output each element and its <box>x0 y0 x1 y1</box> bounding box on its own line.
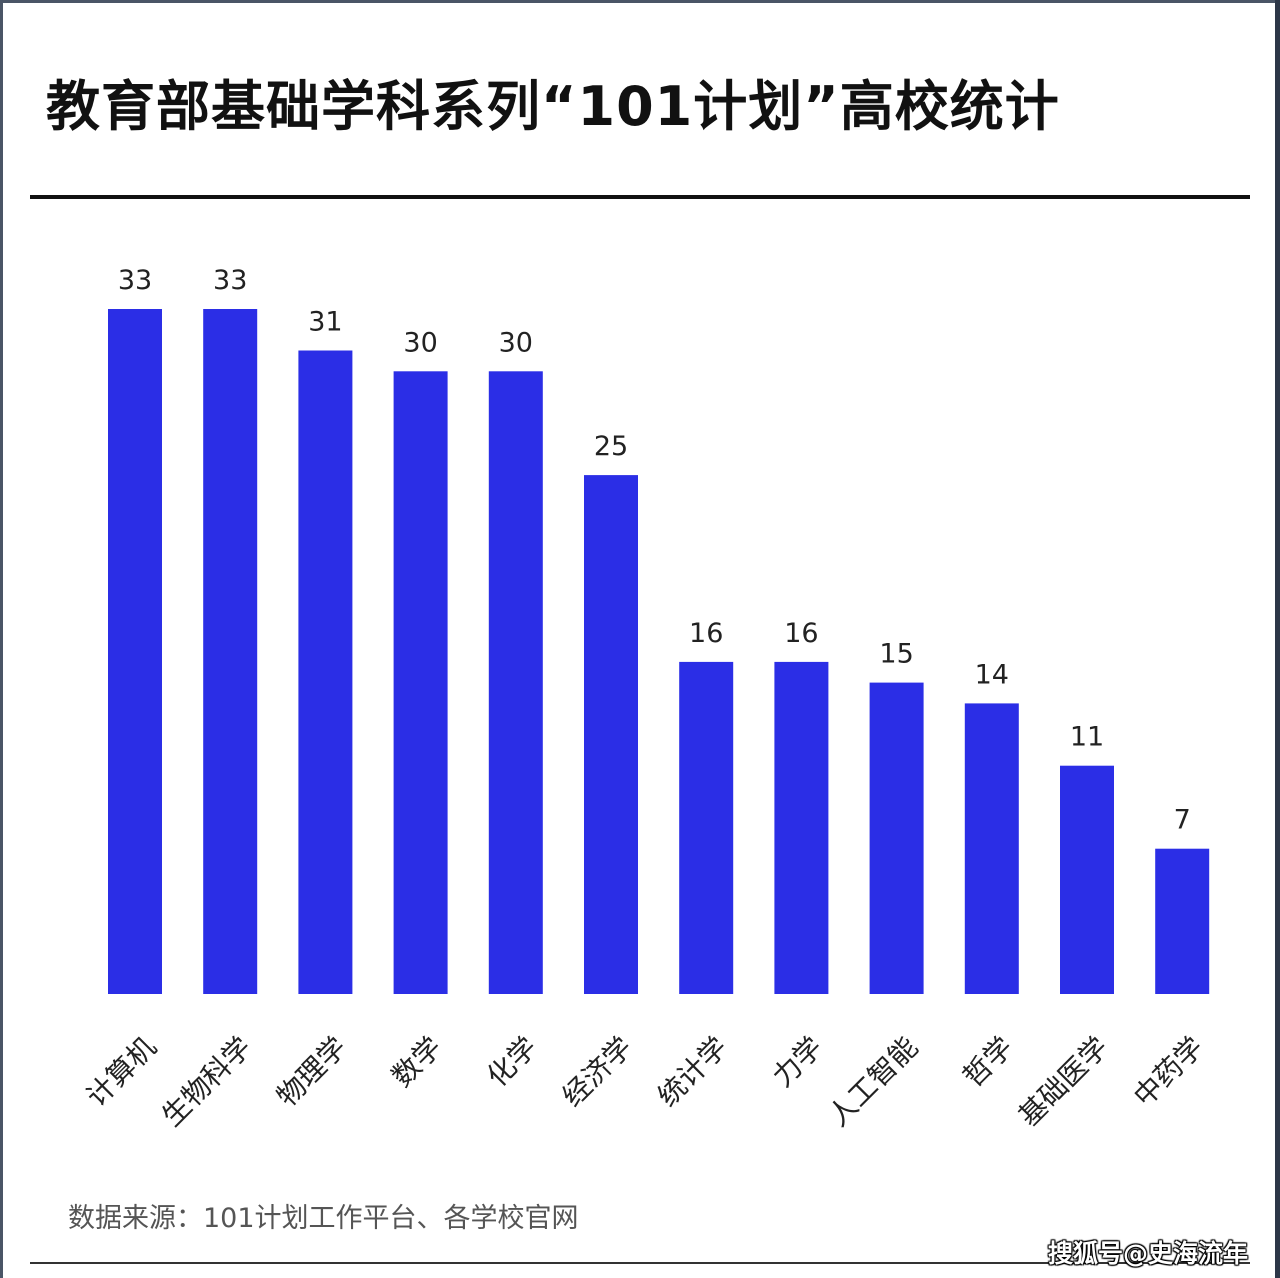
value-label: 14 <box>975 659 1009 690</box>
category-label: 计算机 <box>80 1030 163 1113</box>
value-label: 15 <box>879 639 913 670</box>
bar-11 <box>1060 765 1114 994</box>
bar-9 <box>869 682 924 994</box>
category-label: 生物科学 <box>155 1030 258 1133</box>
value-label: 16 <box>784 618 818 649</box>
frame-top-border <box>0 0 1280 3</box>
watermark-text: 搜狐号@史海流年 <box>1047 1239 1248 1268</box>
bar-6 <box>584 475 638 995</box>
value-label: 33 <box>213 265 247 296</box>
category-label: 化学 <box>481 1030 544 1093</box>
bar-4 <box>393 371 448 994</box>
title-divider <box>30 195 1250 199</box>
bar-3 <box>298 350 353 994</box>
value-label: 30 <box>403 327 437 358</box>
category-label: 统计学 <box>651 1030 734 1113</box>
bar-2 <box>203 309 258 994</box>
category-label: 经济学 <box>556 1030 639 1113</box>
value-label: 30 <box>499 327 533 358</box>
frame-right-border <box>1275 0 1280 1278</box>
frame-left-border <box>0 0 3 1278</box>
bars-group <box>108 309 1210 995</box>
value-label: 25 <box>594 431 628 462</box>
value-label: 31 <box>308 307 342 338</box>
category-label: 哲学 <box>957 1030 1020 1093</box>
data-source-note: 数据来源：101计划工作平台、各学校官网 <box>68 1203 579 1234</box>
category-label: 力学 <box>766 1030 829 1093</box>
category-label: 中药学 <box>1127 1030 1210 1113</box>
value-label: 33 <box>118 265 152 296</box>
bar-7 <box>679 661 734 994</box>
chart-title: 教育部基础学科系列“101计划”高校统计 <box>46 75 1060 138</box>
bar-5 <box>488 371 543 994</box>
bottom-divider <box>30 1262 1250 1264</box>
category-label: 物理学 <box>270 1030 353 1113</box>
bar-12 <box>1155 848 1210 994</box>
value-labels-group: 33 33 31 30 30 25 16 16 15 14 11 7 <box>118 265 1191 836</box>
category-label: 人工智能 <box>822 1030 925 1133</box>
value-label: 11 <box>1070 722 1104 753</box>
category-label: 基础医学 <box>1012 1030 1115 1133</box>
bar-8 <box>774 661 829 994</box>
value-label: 7 <box>1174 805 1191 836</box>
value-label: 16 <box>689 618 723 649</box>
bar-10 <box>964 703 1019 994</box>
category-label: 数学 <box>385 1030 448 1093</box>
bar-1 <box>108 309 162 994</box>
